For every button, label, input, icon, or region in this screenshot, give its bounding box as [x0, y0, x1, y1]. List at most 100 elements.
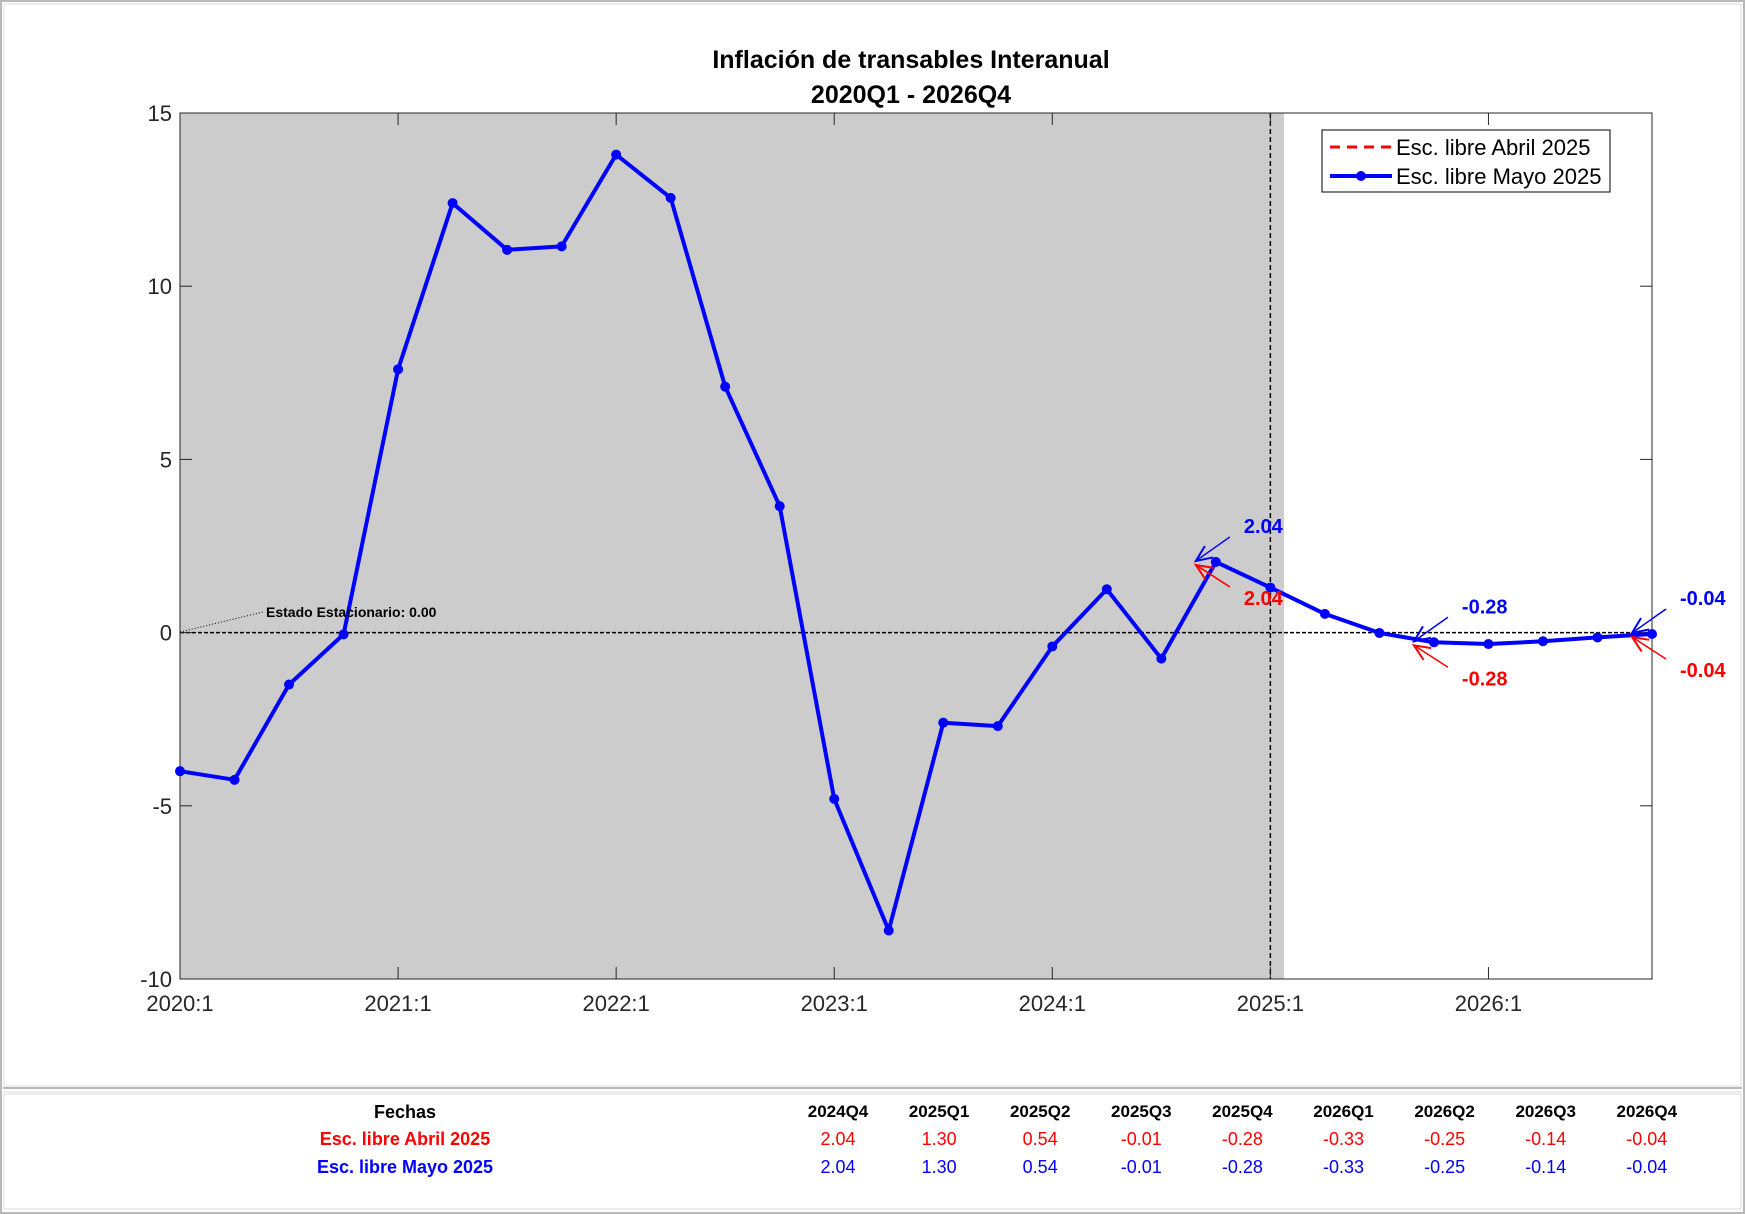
plot-area [180, 113, 1652, 979]
table-cell: -0.25 [1424, 1157, 1465, 1177]
table-column-header: 2026Q3 [1515, 1102, 1576, 1121]
table-column-header: 2025Q2 [1010, 1102, 1071, 1121]
x-tick-label: 2025:1 [1237, 991, 1304, 1016]
series-point-mayo [1428, 637, 1439, 648]
table-column-header: 2025Q4 [1212, 1102, 1273, 1121]
table-cell: 1.30 [922, 1129, 957, 1149]
table-column-header: 2024Q4 [808, 1102, 869, 1121]
annotation-arrow-red [1195, 564, 1231, 588]
annotation-label-red: -0.04 [1680, 660, 1726, 682]
y-tick-label: 5 [160, 447, 172, 472]
data-table: Fechas 2024Q4 2025Q1 2025Q2 2025Q3 2025Q4 202… [317, 1102, 1678, 1177]
annotation-arrow-red [1413, 644, 1449, 668]
annotation-arrow-blue-head [1629, 617, 1650, 635]
series-point-mayo [1647, 628, 1657, 639]
table-cell: -0.04 [1626, 1129, 1667, 1149]
chart-title: Inflación de transables Interanual [712, 46, 1109, 74]
table-cell: 1.30 [922, 1157, 957, 1177]
table-cell: -0.14 [1525, 1157, 1566, 1177]
y-tick-label: -10 [140, 967, 172, 992]
x-tick-label: 2026:1 [1455, 991, 1522, 1016]
table-row-label: Esc. libre Abril 2025 [320, 1129, 490, 1149]
series-point-mayo [1210, 556, 1221, 567]
annotation-label-blue: 2.04 [1244, 516, 1284, 538]
y-tick-label: -5 [152, 794, 172, 819]
table-cell: 2.04 [820, 1129, 855, 1149]
legend-marker-mayo [1356, 171, 1366, 181]
steady-state-label: Estado Estacionario: 0.00 [266, 604, 437, 620]
annotation-arrow-red-head [1193, 563, 1214, 581]
annotation-arrow-red-head [1411, 643, 1432, 661]
annotation-arrow-blue [1413, 616, 1449, 642]
series-point-mayo [1319, 608, 1330, 619]
series-point-mayo [338, 629, 349, 640]
series-point-mayo [992, 721, 1003, 732]
annotation-label-blue: -0.28 [1462, 596, 1508, 618]
y-tick-label: 0 [160, 621, 172, 646]
series-point-mayo [611, 149, 622, 160]
axis-tick-labels: -10 -5 0 5 10 15 2020:1 2021:1 2022:1 2023:1 2024:… [140, 101, 1522, 1016]
series-point-mayo [556, 241, 567, 252]
table-cell: -0.01 [1121, 1129, 1162, 1149]
series-point-mayo [175, 766, 185, 777]
table-cell: -0.01 [1121, 1157, 1162, 1177]
series-point-mayo [665, 192, 676, 203]
series-point-mayo [774, 501, 785, 512]
steady-state-leader [179, 611, 264, 633]
table-cell: 0.54 [1023, 1157, 1058, 1177]
series-point-mayo [1592, 632, 1603, 643]
table-row-label: Esc. libre Mayo 2025 [317, 1157, 493, 1177]
annotation-arrow-red-head [1629, 635, 1650, 653]
axis-ticks [179, 112, 1653, 980]
series-point-mayo [284, 679, 295, 690]
series-point-mayo [229, 774, 240, 785]
table-panel-border [3, 1093, 1742, 1210]
historical-shading [180, 113, 1284, 979]
annotation-label-red: 2.04 [1244, 588, 1284, 610]
series-point-mayo [938, 717, 949, 728]
series-point-mayo [393, 364, 404, 375]
y-tick-label: 10 [148, 274, 172, 299]
series-point-mayo [829, 793, 840, 804]
series-point-mayo [1156, 653, 1167, 664]
table-cell: -0.25 [1424, 1129, 1465, 1149]
series-line-mayo [179, 152, 1653, 933]
table-cell: -0.33 [1323, 1157, 1364, 1177]
legend-label-abril: Esc. libre Abril 2025 [1396, 135, 1590, 160]
table-column-header: 2026Q4 [1617, 1102, 1678, 1121]
annotation-arrow-blue-head [1193, 545, 1214, 563]
table-cell: -0.28 [1222, 1129, 1263, 1149]
series-point-mayo [447, 198, 458, 209]
annotations-layer: 2.04 2.04 -0.28 -0.28 -0.04 -0.04 [1193, 516, 1726, 690]
annotation-arrow-blue [1195, 536, 1231, 562]
series-point-mayo [1047, 641, 1058, 652]
table-cell: -0.14 [1525, 1129, 1566, 1149]
legend-label-mayo: Esc. libre Mayo 2025 [1396, 164, 1601, 189]
x-tick-label: 2021:1 [364, 991, 431, 1016]
y-tick-label: 15 [148, 101, 172, 126]
series-layer [175, 149, 1657, 936]
x-tick-label: 2020:1 [146, 991, 213, 1016]
series-point-mayo [720, 381, 731, 392]
annotation-arrow-blue [1631, 608, 1667, 634]
x-tick-label: 2022:1 [582, 991, 649, 1016]
x-tick-label: 2023:1 [801, 991, 868, 1016]
series-point-mayo [1537, 636, 1548, 647]
table-column-header: 2025Q1 [909, 1102, 970, 1121]
chart-subtitle: 2020Q1 - 2026Q4 [811, 81, 1011, 109]
series-point-mayo [883, 925, 894, 936]
table-column-header: 2026Q2 [1414, 1102, 1475, 1121]
table-cell: -0.33 [1323, 1129, 1364, 1149]
legend-box [1321, 129, 1611, 193]
series-point-mayo [1265, 582, 1276, 593]
series-point-mayo [1483, 639, 1494, 650]
annotation-arrow-red [1631, 636, 1667, 660]
annotation-arrow-blue-head [1411, 625, 1432, 643]
x-tick-label: 2024:1 [1019, 991, 1086, 1016]
annotation-label-red: -0.28 [1462, 668, 1508, 690]
series-point-mayo [1101, 584, 1112, 595]
series-point-mayo [1374, 627, 1385, 638]
annotation-label-blue: -0.04 [1680, 588, 1726, 610]
table-header-label: Fechas [374, 1102, 436, 1122]
